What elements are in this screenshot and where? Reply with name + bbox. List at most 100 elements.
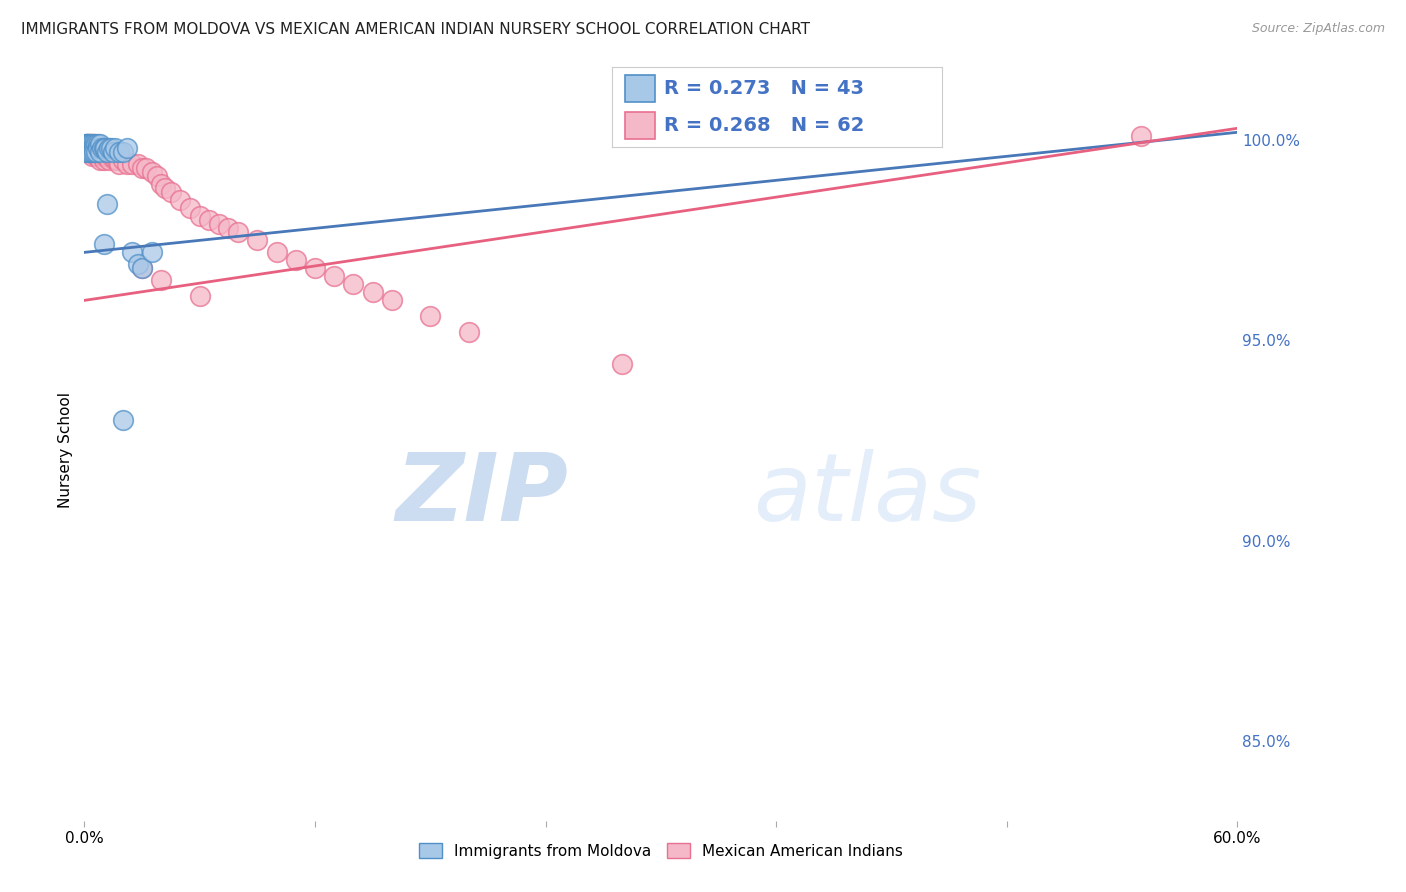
Point — [93, 153, 115, 168]
Point — [80, 141, 103, 155]
Text: Source: ZipAtlas.com: Source: ZipAtlas.com — [1251, 22, 1385, 36]
Text: IMMIGRANTS FROM MOLDOVA VS MEXICAN AMERICAN INDIAN NURSERY SCHOOL CORRELATION CH: IMMIGRANTS FROM MOLDOVA VS MEXICAN AMERI… — [21, 22, 810, 37]
Point — [84, 145, 107, 160]
Point — [246, 233, 269, 247]
Text: atlas: atlas — [754, 450, 981, 541]
Point — [111, 153, 134, 168]
Point — [77, 145, 100, 160]
Point — [103, 145, 124, 160]
Point — [131, 261, 153, 276]
Point — [100, 149, 122, 163]
Point — [115, 141, 138, 155]
Point — [75, 137, 97, 152]
Point — [160, 186, 183, 200]
Point — [131, 261, 153, 276]
Point — [80, 141, 103, 155]
Point — [111, 413, 134, 427]
Point — [80, 137, 103, 152]
Point — [96, 145, 118, 160]
Point — [90, 141, 112, 155]
Point — [84, 141, 107, 155]
Point — [457, 326, 479, 340]
Point — [77, 141, 100, 155]
Point — [77, 137, 100, 152]
Point — [104, 153, 127, 168]
Point — [108, 157, 131, 171]
Point — [135, 161, 157, 176]
Point — [87, 141, 110, 155]
Point — [111, 145, 134, 160]
Point — [75, 141, 97, 155]
Point — [98, 141, 121, 155]
Point — [342, 277, 364, 292]
Point — [89, 137, 111, 152]
Point — [1130, 129, 1153, 144]
Point — [87, 149, 110, 163]
Point — [93, 141, 115, 155]
Point — [77, 137, 100, 152]
Point — [96, 197, 118, 211]
Y-axis label: Nursery School: Nursery School — [58, 392, 73, 508]
Point — [83, 137, 105, 152]
Point — [94, 141, 117, 155]
Point — [87, 141, 110, 155]
Point — [79, 137, 101, 152]
Point — [612, 358, 634, 372]
Point — [121, 157, 143, 171]
Point — [87, 137, 110, 152]
Point — [80, 137, 103, 152]
Text: R = 0.273   N = 43: R = 0.273 N = 43 — [665, 79, 865, 98]
Point — [100, 141, 122, 155]
Point — [266, 245, 288, 260]
Point — [93, 237, 115, 252]
Point — [103, 145, 124, 160]
Point — [141, 245, 163, 260]
Point — [188, 289, 211, 303]
Point — [284, 253, 307, 268]
Point — [75, 137, 97, 152]
Text: ZIP: ZIP — [395, 449, 568, 541]
Point — [198, 213, 221, 227]
Point — [188, 210, 211, 224]
Point — [323, 269, 346, 284]
Point — [79, 137, 101, 152]
Point — [104, 141, 127, 155]
Point — [89, 145, 111, 160]
Point — [150, 273, 173, 287]
Point — [77, 137, 100, 152]
Point — [79, 141, 101, 155]
Point — [80, 145, 103, 160]
Point — [75, 141, 97, 155]
Point — [150, 178, 173, 192]
Point — [98, 153, 121, 168]
Point — [304, 261, 326, 276]
Point — [77, 145, 100, 160]
Point — [131, 161, 153, 176]
Point — [84, 137, 107, 152]
Point — [361, 285, 384, 300]
Point — [84, 149, 107, 163]
Point — [75, 137, 97, 152]
Point — [83, 141, 105, 155]
Point — [83, 145, 105, 160]
Point — [75, 145, 97, 160]
Point — [80, 149, 103, 163]
Point — [141, 165, 163, 179]
Point — [381, 293, 404, 308]
Point — [93, 145, 115, 160]
Point — [83, 137, 105, 152]
Point — [79, 141, 101, 155]
Point — [208, 218, 231, 232]
Point — [79, 145, 101, 160]
Point — [179, 202, 201, 216]
Point — [89, 153, 111, 168]
Point — [226, 225, 249, 239]
Point — [127, 157, 149, 171]
Point — [105, 153, 128, 168]
Point — [90, 149, 112, 163]
Point — [89, 145, 111, 160]
Point — [96, 149, 118, 163]
Point — [94, 149, 117, 163]
Text: R = 0.268   N = 62: R = 0.268 N = 62 — [665, 116, 865, 135]
Point — [115, 157, 138, 171]
